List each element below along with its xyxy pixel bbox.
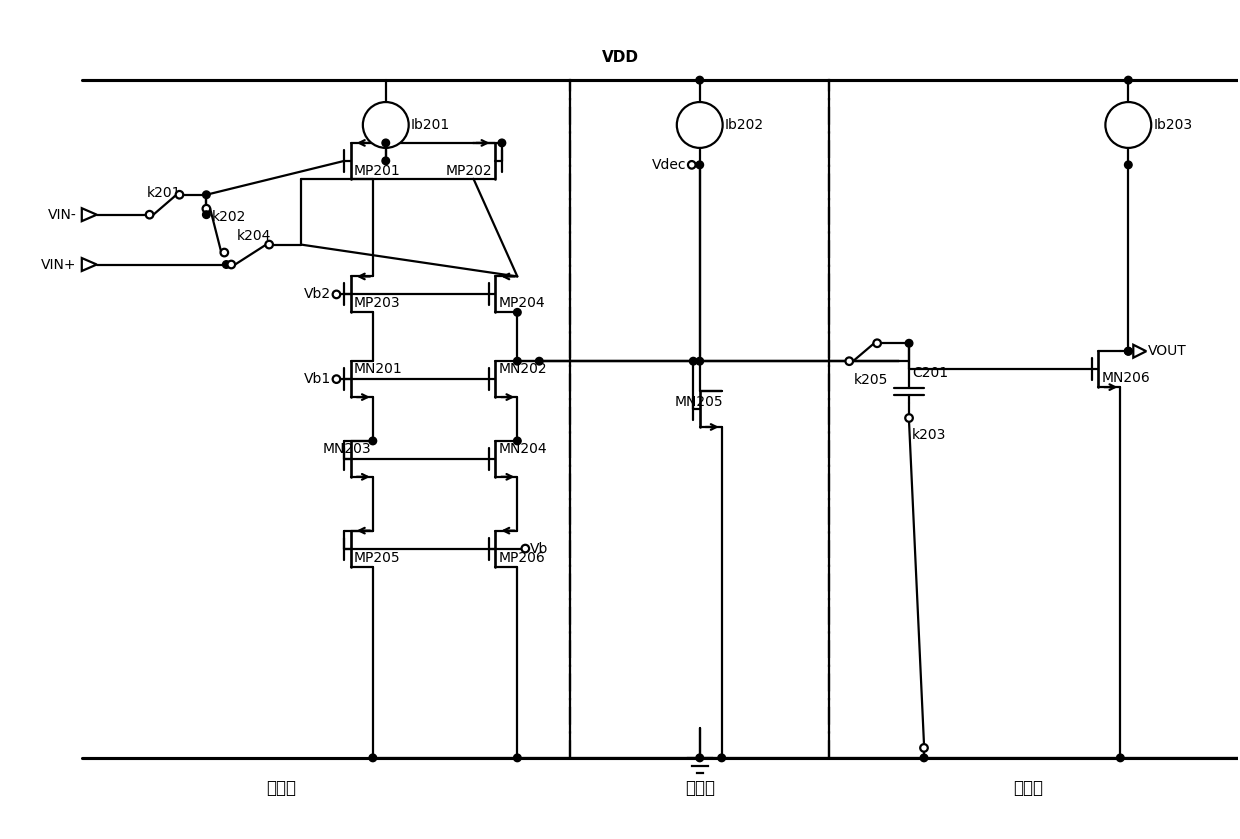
Circle shape <box>1105 102 1151 148</box>
Text: Ib201: Ib201 <box>410 118 450 132</box>
Text: Ib203: Ib203 <box>1153 118 1193 132</box>
Circle shape <box>688 161 696 169</box>
Text: Vb2: Vb2 <box>304 288 331 301</box>
Circle shape <box>222 261 231 268</box>
Circle shape <box>1125 161 1132 169</box>
Circle shape <box>176 191 184 199</box>
Text: MP203: MP203 <box>353 296 401 310</box>
Text: 检测级: 检测级 <box>684 779 714 797</box>
Text: MN202: MN202 <box>498 362 547 376</box>
Text: MP205: MP205 <box>353 550 401 565</box>
Text: MP206: MP206 <box>498 550 546 565</box>
Circle shape <box>227 261 236 268</box>
Text: VOUT: VOUT <box>1148 344 1187 358</box>
Text: MN206: MN206 <box>1101 371 1151 385</box>
Text: MN203: MN203 <box>322 442 372 456</box>
Text: 增益级: 增益级 <box>267 779 296 797</box>
Circle shape <box>513 357 521 365</box>
Text: k201: k201 <box>146 185 181 200</box>
Circle shape <box>370 437 377 445</box>
Circle shape <box>1125 76 1132 84</box>
Circle shape <box>1125 347 1132 355</box>
Circle shape <box>363 102 409 148</box>
Text: MP204: MP204 <box>498 296 546 310</box>
Text: MN205: MN205 <box>675 395 723 409</box>
Circle shape <box>696 161 703 169</box>
Circle shape <box>689 357 697 365</box>
Circle shape <box>536 357 543 365</box>
Text: VDD: VDD <box>601 50 639 65</box>
Text: Vdec: Vdec <box>652 158 687 172</box>
Circle shape <box>382 139 389 147</box>
Circle shape <box>221 249 228 257</box>
Text: MP202: MP202 <box>446 164 492 178</box>
Circle shape <box>513 754 521 762</box>
Circle shape <box>846 357 853 365</box>
Circle shape <box>905 340 913 347</box>
Circle shape <box>370 754 377 762</box>
Text: Vb: Vb <box>531 541 548 555</box>
Circle shape <box>146 211 154 218</box>
Text: k205: k205 <box>854 373 889 387</box>
Text: 输出级: 输出级 <box>1013 779 1044 797</box>
Circle shape <box>202 191 210 199</box>
Text: k202: k202 <box>211 210 246 224</box>
Circle shape <box>202 211 210 218</box>
Circle shape <box>498 139 506 147</box>
Text: k204: k204 <box>237 228 270 242</box>
Circle shape <box>382 157 389 164</box>
Circle shape <box>696 357 703 365</box>
Circle shape <box>905 414 913 422</box>
Circle shape <box>522 545 529 552</box>
Circle shape <box>696 754 703 762</box>
Circle shape <box>513 309 521 316</box>
Text: Ib202: Ib202 <box>724 118 764 132</box>
Circle shape <box>873 340 880 347</box>
Text: Vb1: Vb1 <box>304 373 331 386</box>
Text: k203: k203 <box>913 428 946 442</box>
Text: C201: C201 <box>913 366 949 380</box>
Circle shape <box>920 744 928 752</box>
Circle shape <box>513 437 521 445</box>
Circle shape <box>332 375 340 383</box>
Text: MN201: MN201 <box>353 362 403 376</box>
Text: MN204: MN204 <box>498 442 547 456</box>
Text: VIN-: VIN- <box>48 208 77 221</box>
Circle shape <box>332 290 340 298</box>
Circle shape <box>202 205 210 212</box>
Circle shape <box>677 102 723 148</box>
Circle shape <box>1125 347 1132 355</box>
Circle shape <box>718 754 725 762</box>
Circle shape <box>265 241 273 248</box>
Circle shape <box>696 76 703 84</box>
Circle shape <box>920 754 928 762</box>
Text: VIN+: VIN+ <box>41 258 77 272</box>
Text: MP201: MP201 <box>353 164 401 178</box>
Circle shape <box>1116 754 1125 762</box>
